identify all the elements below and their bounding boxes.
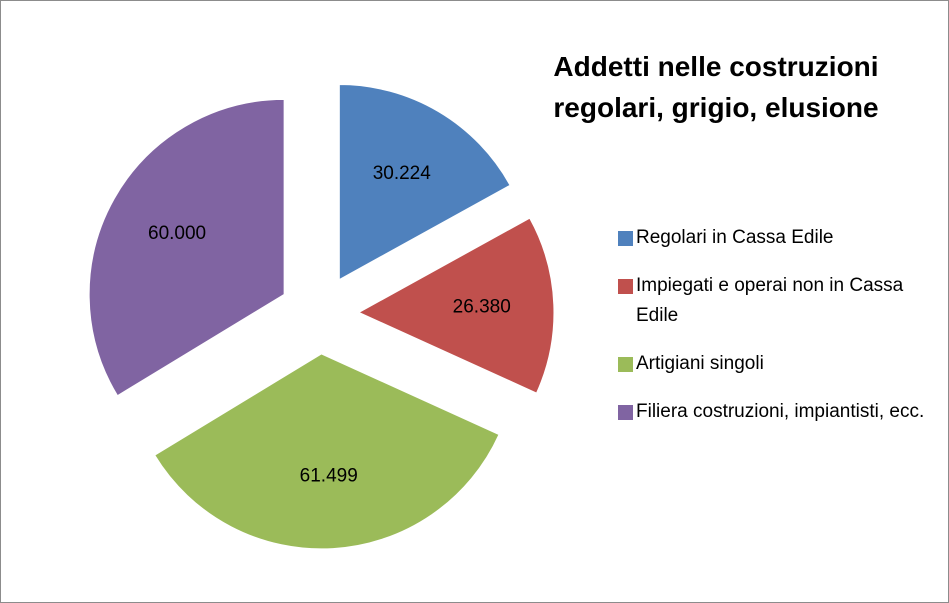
data-label: 60.000 [148, 223, 206, 244]
legend-label: Artigiani singoli [636, 353, 764, 374]
legend-swatch [618, 279, 633, 294]
legend-swatch [618, 231, 633, 246]
legend-swatch [618, 405, 633, 420]
data-label: 30.224 [373, 163, 432, 184]
data-label: 61.499 [300, 466, 358, 487]
pie-slice [88, 98, 285, 397]
data-label: 26.380 [453, 297, 511, 318]
legend-label: Filiera costruzioni, impiantisti, ecc. [636, 401, 925, 422]
legend-label: Regolari in Cassa Edile [636, 227, 834, 248]
pie-slice [357, 217, 555, 394]
legend: Regolari in Cassa Edile Impiegati e opera… [618, 223, 948, 445]
legend-entry: Regolari in Cassa Edile [618, 223, 948, 253]
legend-entry: Artigiani singoli [618, 349, 948, 379]
legend-entry: Filiera costruzioni, impiantisti, ecc. [618, 397, 948, 427]
legend-swatch [618, 357, 633, 372]
legend-entry: Impiegati e operai non in Cassa Edile [618, 271, 948, 331]
legend-label: Impiegati e operai non in Cassa Edile [636, 275, 904, 326]
pie-slice [338, 84, 511, 281]
chart-title: Addetti nelle costruzioni regolari, grig… [553, 51, 879, 123]
pie-slice [154, 353, 500, 550]
